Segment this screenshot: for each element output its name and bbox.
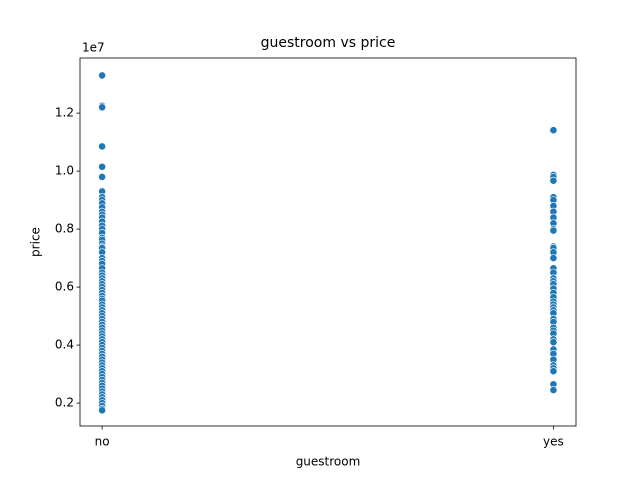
y-offset-label: 1e7 xyxy=(82,41,105,55)
point xyxy=(549,254,558,262)
y-tick-label: 0.2 xyxy=(55,396,74,410)
point xyxy=(98,71,107,80)
chart-title: guestroom vs price xyxy=(261,35,396,51)
x-axis-label: guestroom xyxy=(296,455,361,469)
point xyxy=(549,367,558,376)
point xyxy=(549,226,558,235)
y-tick-label: 0.4 xyxy=(55,338,74,352)
y-tick-label: 0.6 xyxy=(55,280,74,294)
point xyxy=(549,338,558,347)
point xyxy=(549,386,558,394)
point xyxy=(98,142,107,151)
y-axis-label: price xyxy=(29,227,43,257)
point xyxy=(98,103,107,112)
point xyxy=(549,176,558,185)
x-tick-label: yes xyxy=(543,435,564,449)
point xyxy=(98,406,107,415)
x-tick-label: no xyxy=(95,435,110,449)
y-tick-label: 1.2 xyxy=(55,106,74,120)
point xyxy=(98,162,107,171)
y-tick-label: 1.0 xyxy=(55,164,74,178)
point xyxy=(98,172,107,181)
point xyxy=(549,126,558,135)
y-tick-label: 0.8 xyxy=(55,222,74,236)
plot-frame xyxy=(79,57,577,427)
